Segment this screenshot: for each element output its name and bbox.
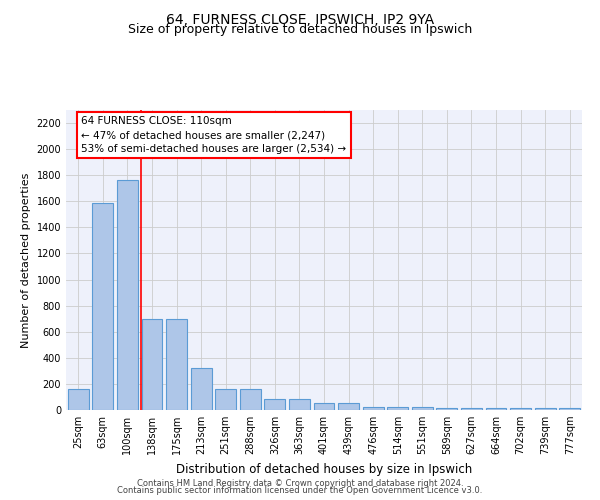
Text: Contains HM Land Registry data © Crown copyright and database right 2024.: Contains HM Land Registry data © Crown c… (137, 478, 463, 488)
Y-axis label: Number of detached properties: Number of detached properties (21, 172, 31, 348)
Bar (265, 399, 286, 410)
Bar (289, 399, 310, 410)
Bar (387, 408, 408, 410)
Text: 64 FURNESS CLOSE: 110sqm
← 47% of detached houses are smaller (2,247)
53% of sem: 64 FURNESS CLOSE: 110sqm ← 47% of detach… (82, 116, 347, 154)
Bar (314, 404, 334, 410)
Bar (559, 408, 580, 410)
Bar (436, 408, 457, 410)
Bar (215, 389, 236, 410)
Bar (240, 389, 261, 410)
Bar (142, 318, 163, 410)
Text: Contains public sector information licensed under the Open Government Licence v3: Contains public sector information licen… (118, 486, 482, 495)
Bar (338, 404, 359, 410)
Text: 64, FURNESS CLOSE, IPSWICH, IP2 9YA: 64, FURNESS CLOSE, IPSWICH, IP2 9YA (166, 12, 434, 26)
Bar (485, 408, 506, 410)
Bar (166, 318, 187, 410)
Bar (92, 202, 113, 410)
Bar (68, 389, 89, 410)
Bar (412, 408, 433, 410)
Bar (191, 368, 212, 410)
Text: Size of property relative to detached houses in Ipswich: Size of property relative to detached ho… (128, 24, 472, 36)
Bar (461, 408, 482, 410)
Bar (535, 408, 556, 410)
Bar (362, 406, 383, 410)
Bar (510, 408, 531, 410)
Bar (117, 180, 138, 410)
X-axis label: Distribution of detached houses by size in Ipswich: Distribution of detached houses by size … (176, 462, 472, 475)
